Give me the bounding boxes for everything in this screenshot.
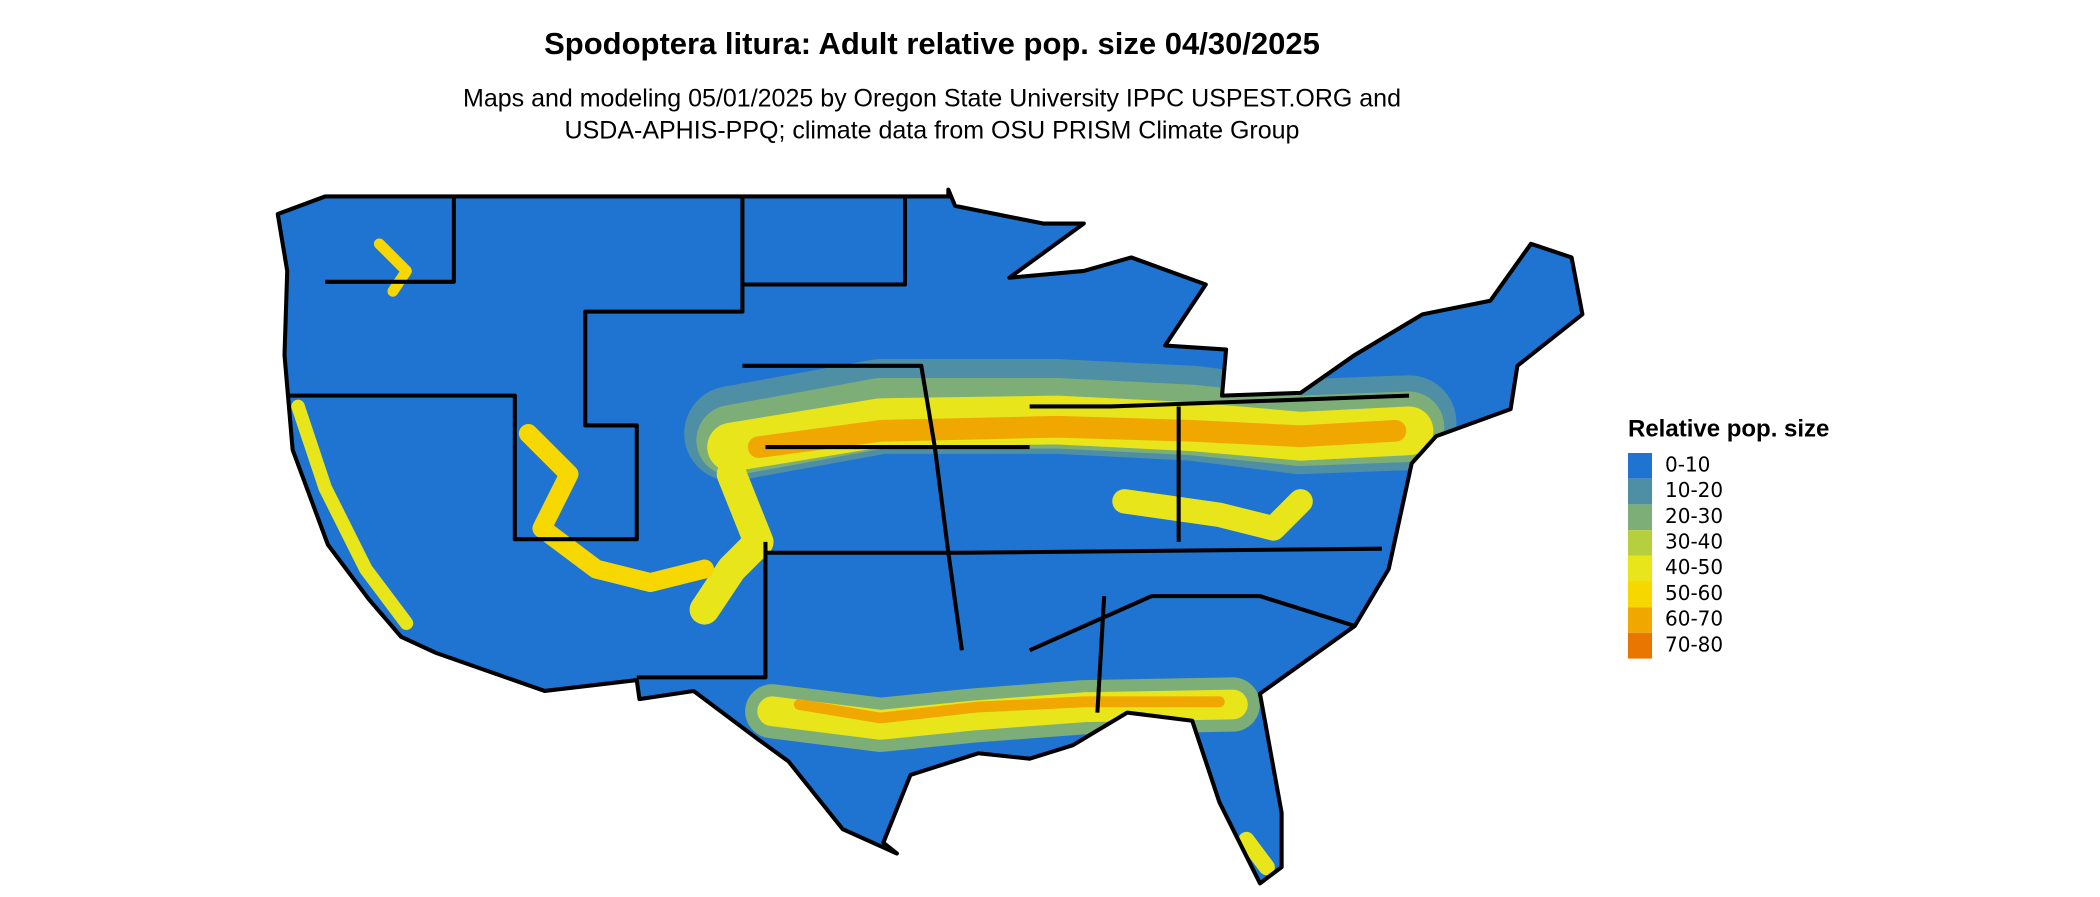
legend-swatch bbox=[1628, 504, 1652, 531]
legend-label: 10-20 bbox=[1665, 478, 1723, 502]
legend-label: 70-80 bbox=[1665, 632, 1723, 656]
subtitle: USDA-APHIS-PPQ; climate data from OSU PR… bbox=[565, 117, 1300, 145]
state-borders bbox=[278, 190, 1583, 884]
legend-label: 20-30 bbox=[1665, 504, 1723, 528]
legend-swatch bbox=[1628, 530, 1652, 556]
legend-label: 50-60 bbox=[1665, 581, 1723, 605]
population-zones bbox=[291, 238, 1457, 876]
us-map bbox=[278, 190, 1583, 884]
legend-swatch bbox=[1628, 581, 1652, 608]
legend-label: 30-40 bbox=[1665, 529, 1723, 553]
legend-swatch bbox=[1628, 607, 1652, 633]
legend-swatch bbox=[1628, 453, 1652, 479]
legend-swatch bbox=[1628, 632, 1652, 659]
legend-label: 0-10 bbox=[1665, 452, 1710, 476]
legend-title: Relative pop. size bbox=[1628, 415, 1829, 442]
subtitle: Maps and modeling 05/01/2025 by Oregon S… bbox=[463, 85, 1401, 113]
land bbox=[277, 189, 1583, 884]
map-title: Spodoptera litura: Adult relative pop. s… bbox=[544, 26, 1320, 61]
legend-swatch bbox=[1628, 555, 1652, 582]
legend-label: 40-50 bbox=[1665, 555, 1723, 579]
legend-swatch bbox=[1628, 478, 1652, 505]
legend-label: 60-70 bbox=[1665, 607, 1723, 631]
